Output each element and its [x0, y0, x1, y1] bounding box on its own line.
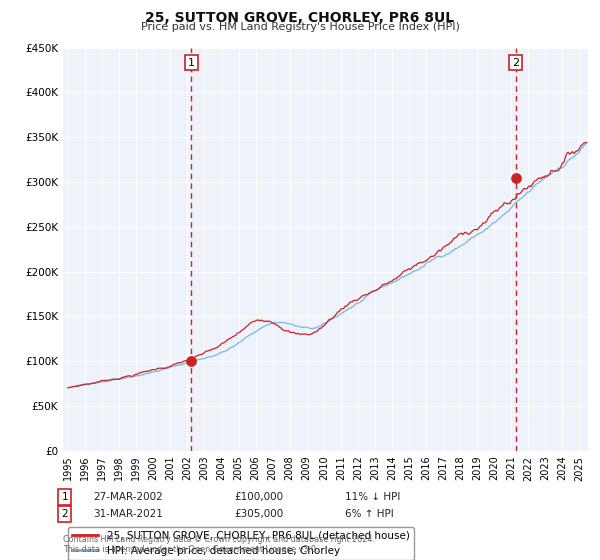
Text: 25, SUTTON GROVE, CHORLEY, PR6 8UL: 25, SUTTON GROVE, CHORLEY, PR6 8UL — [145, 11, 455, 25]
Legend: 25, SUTTON GROVE, CHORLEY, PR6 8UL (detached house), HPI: Average price, detache: 25, SUTTON GROVE, CHORLEY, PR6 8UL (deta… — [68, 526, 414, 560]
Text: £305,000: £305,000 — [234, 509, 283, 519]
Text: 27-MAR-2002: 27-MAR-2002 — [93, 492, 163, 502]
Text: Price paid vs. HM Land Registry's House Price Index (HPI): Price paid vs. HM Land Registry's House … — [140, 22, 460, 32]
Text: 6% ↑ HPI: 6% ↑ HPI — [345, 509, 394, 519]
Text: 1: 1 — [188, 58, 195, 68]
Text: 31-MAR-2021: 31-MAR-2021 — [93, 509, 163, 519]
Text: £100,000: £100,000 — [234, 492, 283, 502]
Point — [187, 357, 196, 366]
Text: Contains HM Land Registry data © Crown copyright and database right 2024.: Contains HM Land Registry data © Crown c… — [63, 535, 375, 544]
Text: 1: 1 — [61, 492, 68, 502]
Text: 2: 2 — [512, 58, 519, 68]
Text: This data is licensed under the Open Government Licence v3.0.: This data is licensed under the Open Gov… — [63, 545, 319, 554]
Text: 2: 2 — [61, 509, 68, 519]
Point — [511, 173, 520, 182]
Text: 11% ↓ HPI: 11% ↓ HPI — [345, 492, 400, 502]
